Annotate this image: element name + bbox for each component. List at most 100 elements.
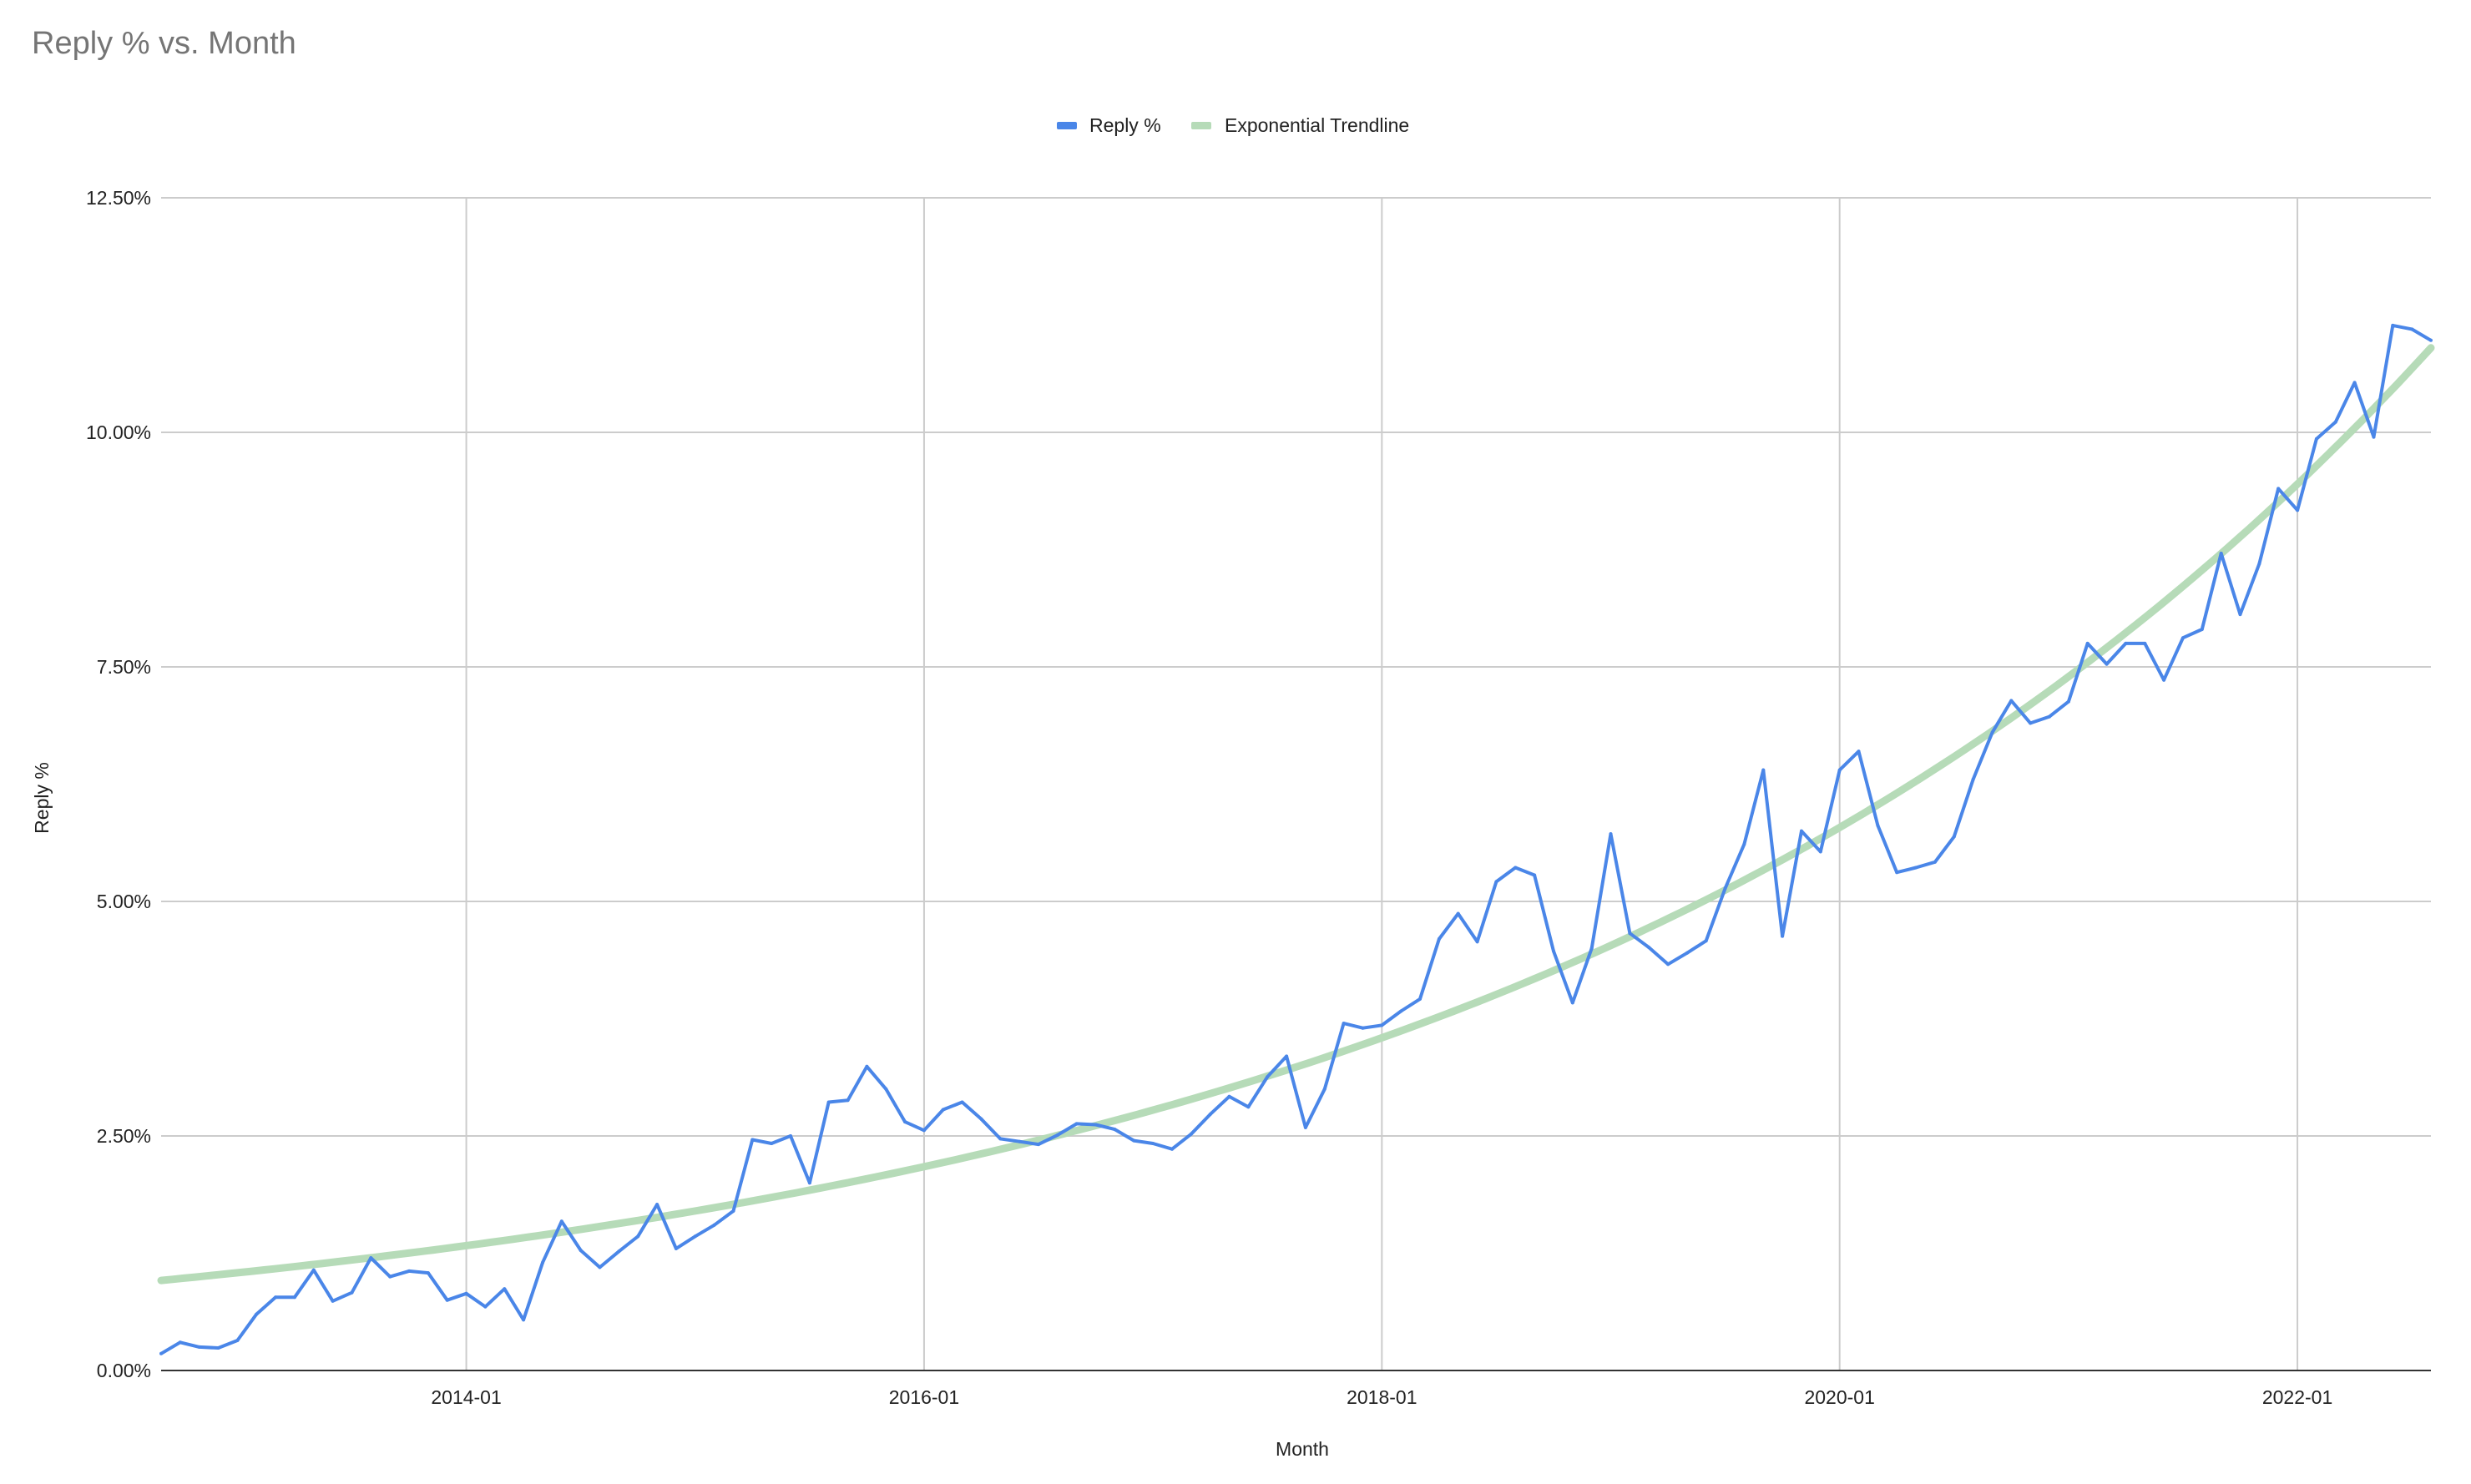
reply-data-point bbox=[1552, 949, 1555, 953]
reply-data-point bbox=[674, 1246, 678, 1250]
x-tick-label: 2014-01 bbox=[431, 1386, 501, 1408]
reply-data-point bbox=[1781, 934, 1785, 938]
reply-data-point bbox=[960, 1100, 964, 1104]
reply-data-point bbox=[197, 1345, 201, 1349]
legend-label-trendline: Exponential Trendline bbox=[1225, 114, 1409, 136]
reply-data-point bbox=[2124, 641, 2128, 645]
reply-data-point bbox=[255, 1312, 259, 1316]
reply-data-point bbox=[216, 1346, 220, 1350]
reply-data-point bbox=[2048, 714, 2051, 719]
legend-item-reply[interactable]: Reply % bbox=[1057, 114, 1161, 136]
reply-data-point bbox=[274, 1295, 278, 1300]
reply-data-point bbox=[311, 1268, 316, 1272]
y-tick-label: 10.00% bbox=[86, 421, 151, 443]
reply-data-point bbox=[1933, 860, 1937, 864]
reply-data-point bbox=[2085, 641, 2089, 645]
reply-data-point bbox=[1437, 937, 1441, 941]
reply-data-point bbox=[541, 1260, 544, 1264]
legend-item-trendline[interactable]: Exponential Trendline bbox=[1191, 114, 1409, 136]
reply-data-point bbox=[1266, 1075, 1270, 1079]
x-tick-label: 2020-01 bbox=[1804, 1386, 1874, 1408]
reply-data-point bbox=[369, 1256, 373, 1260]
reply-data-point bbox=[464, 1291, 468, 1295]
reply-data-point bbox=[1322, 1087, 1326, 1091]
legend-swatch-trendline bbox=[1191, 122, 1211, 129]
reply-data-point bbox=[2257, 562, 2261, 566]
reply-data-point bbox=[1494, 880, 1498, 884]
reply-data-point bbox=[445, 1298, 449, 1302]
reply-data-point bbox=[1303, 1125, 1307, 1129]
reply-data-point bbox=[1418, 997, 1422, 1001]
reply-data-point bbox=[1723, 886, 1727, 891]
gridlines bbox=[161, 197, 2431, 1370]
reply-data-point bbox=[1361, 1026, 1365, 1030]
reply-data-point bbox=[1952, 835, 1956, 839]
reply-data-point bbox=[807, 1181, 811, 1185]
legend-label-reply: Reply % bbox=[1089, 114, 1161, 136]
reply-data-point bbox=[1285, 1054, 1289, 1058]
reply-data-point bbox=[922, 1128, 926, 1133]
y-axis-ticks: 0.00% 2.50% 5.00% 7.50% 10.00% 12.50% bbox=[86, 187, 151, 1381]
reply-data-point bbox=[1208, 1113, 1212, 1117]
legend-swatch-reply bbox=[1057, 122, 1077, 129]
reply-data-point bbox=[503, 1287, 507, 1291]
reply-data-point bbox=[1399, 1009, 1403, 1013]
reply-data-point bbox=[2276, 487, 2281, 491]
reply-data-point bbox=[1170, 1147, 1174, 1151]
reply-data-point bbox=[826, 1100, 831, 1104]
y-tick-label: 2.50% bbox=[97, 1125, 151, 1147]
trendline bbox=[157, 344, 2435, 1285]
reply-data-point bbox=[2009, 699, 2014, 703]
reply-data-point bbox=[1456, 911, 1460, 916]
reply-data-point bbox=[2200, 628, 2204, 631]
reply-data-point bbox=[2352, 381, 2357, 385]
reply-data-point bbox=[483, 1305, 488, 1309]
y-axis-title: Reply % bbox=[31, 762, 53, 834]
reply-data-point bbox=[598, 1265, 602, 1269]
x-tick-label: 2018-01 bbox=[1347, 1386, 1417, 1408]
reply-series-line bbox=[159, 323, 2433, 1355]
reply-data-point bbox=[1037, 1143, 1040, 1147]
reply-data-point bbox=[559, 1219, 563, 1224]
reply-data-point bbox=[522, 1318, 526, 1322]
reply-data-point bbox=[2143, 641, 2147, 645]
reply-data-point bbox=[1685, 951, 1689, 955]
reply-data-point bbox=[579, 1249, 583, 1253]
reply-data-point bbox=[1227, 1094, 1231, 1098]
reply-data-point bbox=[1475, 940, 1479, 944]
reply-data-point bbox=[789, 1134, 792, 1138]
reply-data-point bbox=[235, 1339, 240, 1342]
reply-data-point bbox=[941, 1108, 945, 1112]
reply-data-point bbox=[1704, 939, 1708, 943]
reply-data-point bbox=[1666, 962, 1670, 967]
x-axis-ticks: 2014-01 2016-01 2018-01 2020-01 2022-01 bbox=[431, 1386, 2332, 1408]
reply-data-point bbox=[1132, 1138, 1136, 1143]
reply-data-point bbox=[159, 1351, 163, 1355]
x-axis-title: Month bbox=[1276, 1438, 1329, 1460]
reply-data-point bbox=[1876, 824, 1880, 827]
reply-data-point bbox=[350, 1290, 354, 1295]
reply-data-point bbox=[1837, 768, 1842, 772]
reply-data-point bbox=[2333, 420, 2337, 424]
reply-data-point bbox=[1628, 931, 1632, 936]
reply-data-point bbox=[2314, 437, 2318, 441]
reply-data-point bbox=[770, 1142, 774, 1145]
y-tick-label: 7.50% bbox=[97, 656, 151, 678]
reply-data-point bbox=[1914, 866, 1918, 870]
reply-data-point bbox=[884, 1087, 888, 1091]
reply-data-point bbox=[426, 1271, 430, 1275]
reply-data-point bbox=[1380, 1023, 1384, 1027]
reply-data-point bbox=[2296, 508, 2300, 512]
reply-data-point bbox=[2429, 338, 2433, 342]
reply-data-point bbox=[2372, 435, 2376, 439]
reply-data-point bbox=[1074, 1122, 1079, 1126]
reply-data-point bbox=[1589, 946, 1594, 951]
reply-data-point bbox=[903, 1120, 907, 1124]
reply-data-point bbox=[1094, 1123, 1098, 1127]
reply-data-point bbox=[1189, 1132, 1193, 1136]
reply-data-point bbox=[1055, 1133, 1059, 1137]
reply-data-point bbox=[2181, 636, 2185, 640]
reply-data-point bbox=[1895, 871, 1899, 875]
y-tick-label: 0.00% bbox=[97, 1360, 151, 1381]
